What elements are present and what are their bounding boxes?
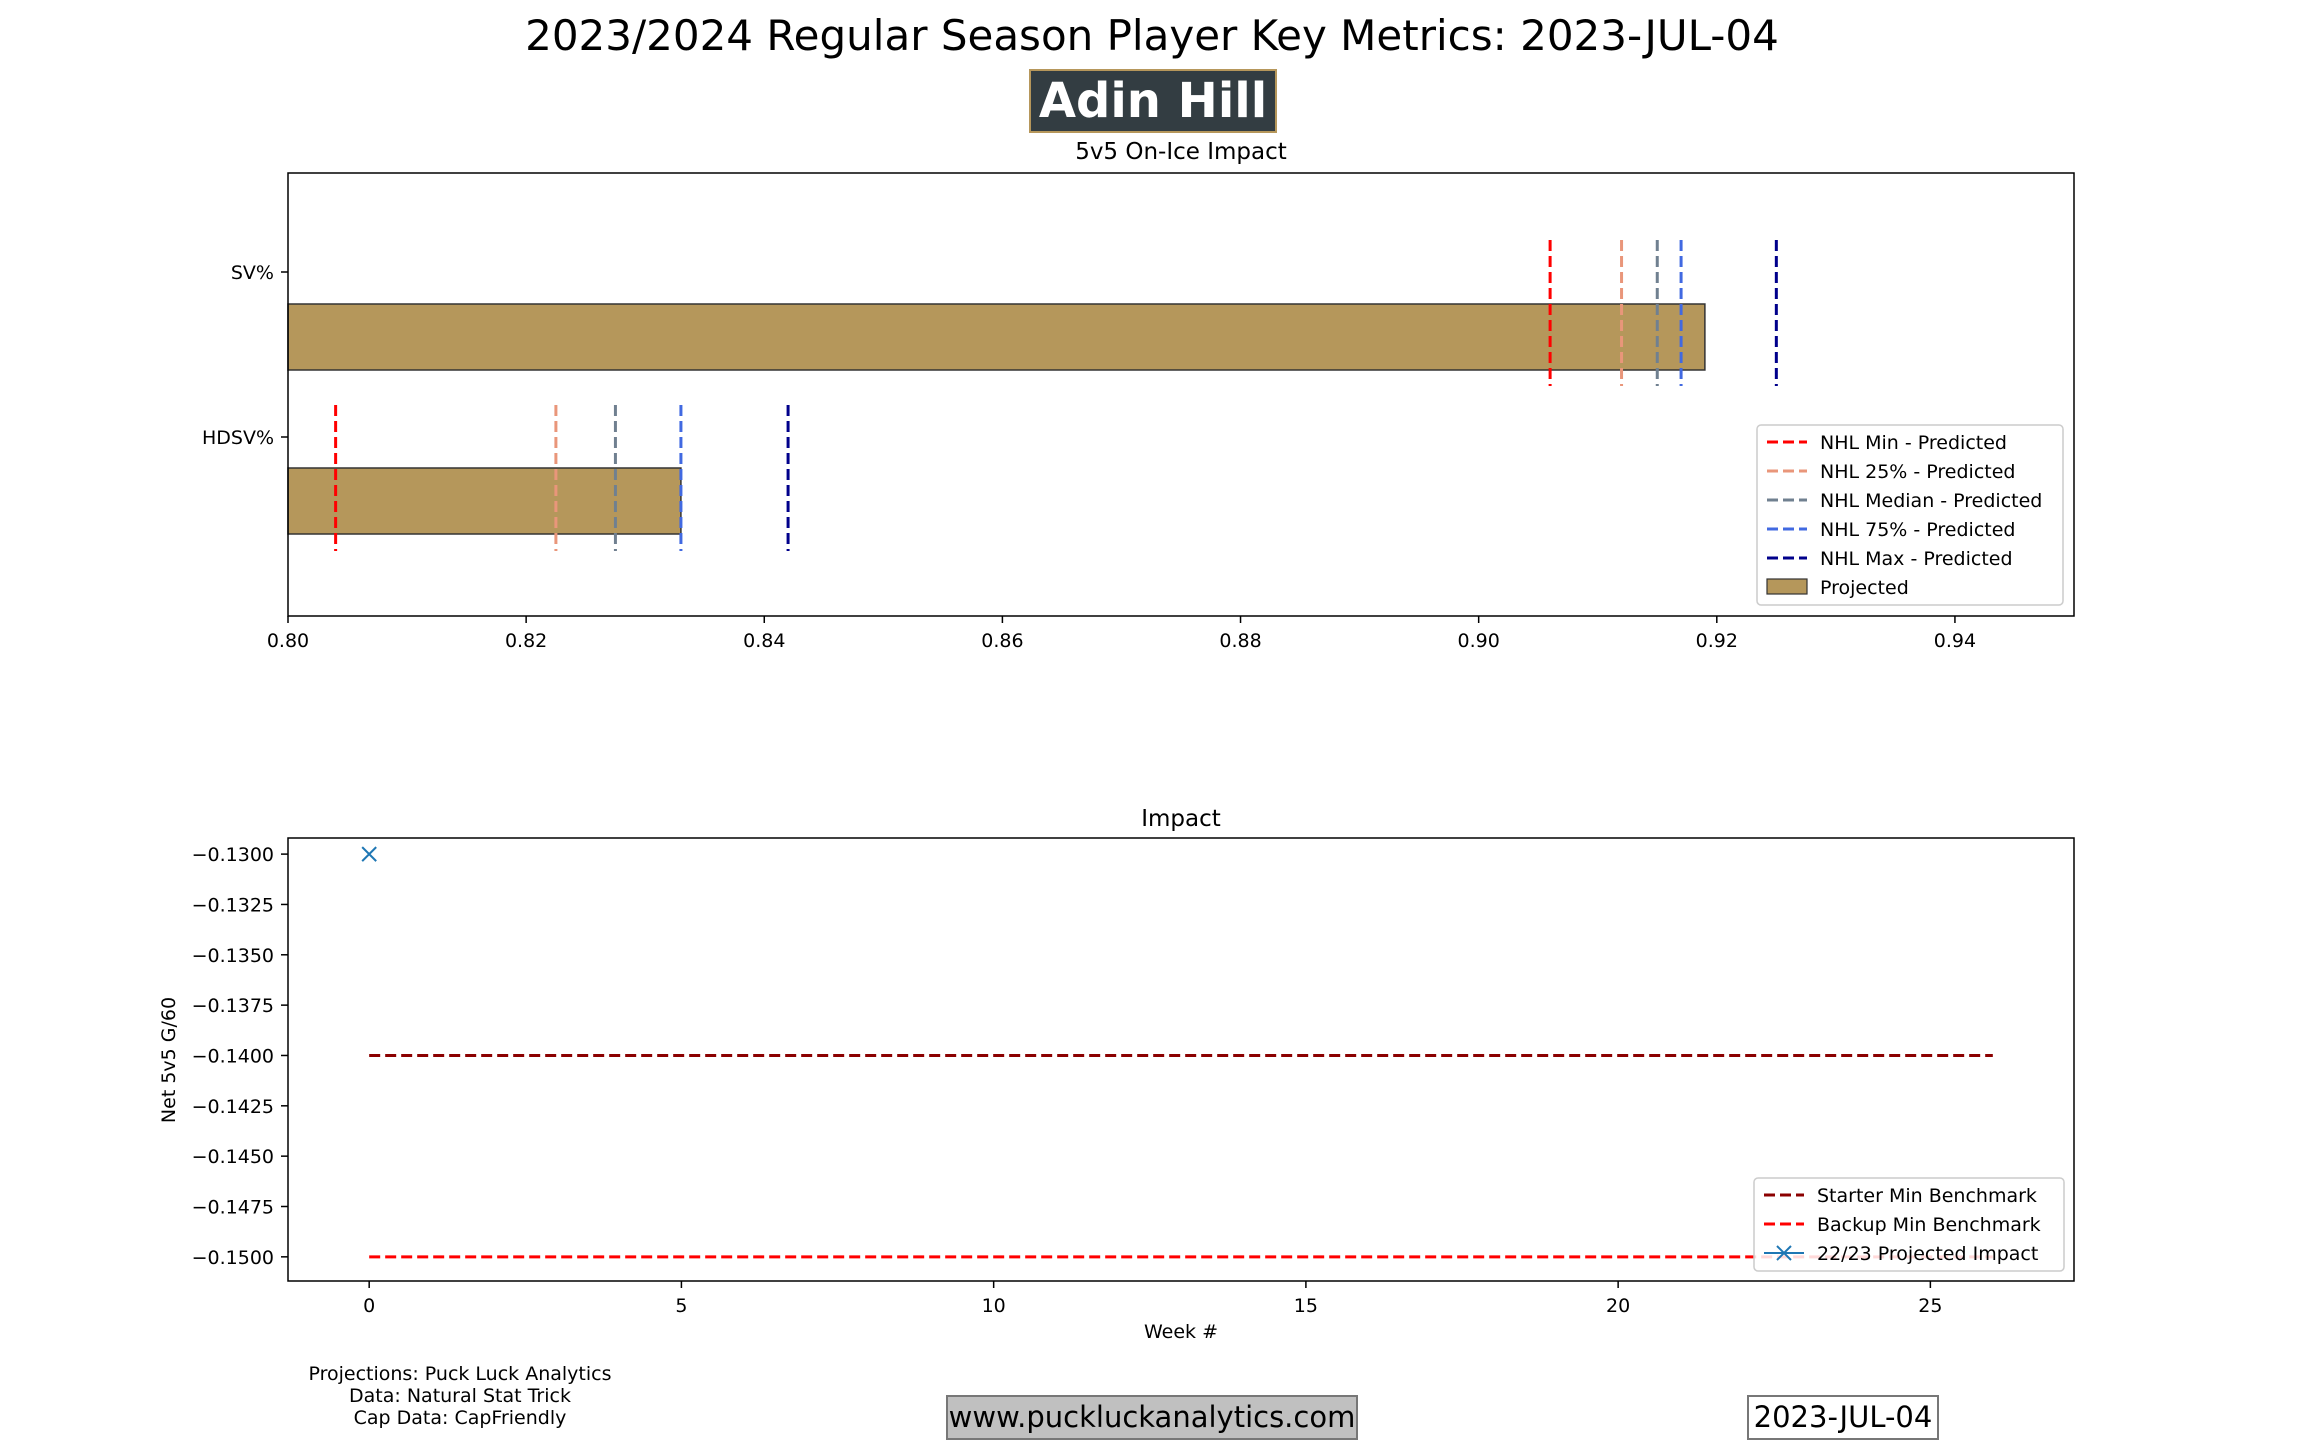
on-ice-impact-chart: 5v5 On-Ice Impact SV% HDSV% 0.80 0.82 0.84 0.8… (202, 139, 2075, 652)
bar-sv-pct (287, 303, 1706, 371)
y-tick-label: −0.1300 (192, 844, 274, 866)
plot-frame (287, 837, 2075, 1282)
website-label: www.puckluckanalytics.com (946, 1395, 1358, 1440)
x-axis-label: Week # (1144, 1321, 1218, 1343)
series-point (361, 846, 377, 862)
y-tick-label: −0.1425 (192, 1096, 274, 1118)
x-tick-label: 20 (1606, 1295, 1630, 1317)
credit-cap-data: Cap Data: CapFriendly (353, 1407, 567, 1429)
y-tick-label: −0.1400 (192, 1045, 274, 1067)
credit-data: Data: Natural Stat Trick (349, 1385, 571, 1407)
legend-label: NHL 75% - Predicted (1820, 519, 2015, 541)
y-tick-label: HDSV% (202, 427, 274, 449)
y-tick-label: −0.1450 (192, 1146, 274, 1168)
x-tick-label: 15 (1294, 1295, 1318, 1317)
player-name-badge: Adin Hill (1029, 69, 1277, 133)
y-tick-label: −0.1350 (192, 945, 274, 967)
legend-label: NHL Median - Predicted (1820, 490, 2042, 512)
x-tick-label: 0.90 (1458, 630, 1500, 652)
legend-box (1753, 1177, 2065, 1272)
x-tick-label: 25 (1918, 1295, 1942, 1317)
legend-box (1756, 424, 2064, 606)
x-tick-label: 0.94 (1934, 630, 1976, 652)
legend-label: Starter Min Benchmark (1817, 1185, 2037, 1207)
legend-swatch (1766, 578, 1808, 595)
x-tick-label: 0 (363, 1295, 375, 1317)
impact-chart: Impact −0.1300 −0.1325 −0.1350 −0.1375 −0.140… (158, 806, 2075, 1343)
x-tick-label: 0.84 (743, 630, 785, 652)
y-tick-label: SV% (231, 262, 274, 284)
x-tick-label: 0.86 (981, 630, 1023, 652)
y-tick-label: −0.1325 (192, 894, 274, 916)
legend-label: NHL 25% - Predicted (1820, 461, 2015, 483)
legend-label: NHL Min - Predicted (1820, 432, 2007, 454)
legend-marker (1776, 1245, 1792, 1261)
x-tick-label: 0.92 (1696, 630, 1738, 652)
credits-block: Projections: Puck Luck Analytics Data: N… (300, 1363, 620, 1429)
legend-label: NHL Max - Predicted (1820, 548, 2013, 570)
y-tick-label: −0.1375 (192, 995, 274, 1017)
x-tick-label: 10 (982, 1295, 1006, 1317)
legend-label: Backup Min Benchmark (1817, 1214, 2041, 1236)
x-tick-label: 0.82 (505, 630, 547, 652)
y-axis-label: Net 5v5 G/60 (158, 997, 180, 1123)
legend-label: Projected (1820, 577, 1909, 599)
x-tick-label: 5 (675, 1295, 687, 1317)
legend-label: 22/23 Projected Impact (1817, 1243, 2038, 1265)
date-label: 2023-JUL-04 (1747, 1395, 1939, 1440)
y-tick-label: −0.1500 (192, 1247, 274, 1269)
y-tick-label: −0.1475 (192, 1196, 274, 1218)
chart-title: 5v5 On-Ice Impact (1075, 139, 1287, 165)
x-tick-label: 0.88 (1219, 630, 1261, 652)
legend: Starter Min Benchmark Backup Min Benchmar… (1753, 1177, 2065, 1272)
x-tick-label: 0.80 (267, 630, 309, 652)
chart-title: Impact (1141, 806, 1221, 832)
credit-projections: Projections: Puck Luck Analytics (308, 1363, 612, 1385)
legend: NHL Min - Predicted NHL 25% - Predicted NH… (1756, 424, 2064, 606)
page-title: 2023/2024 Regular Season Player Key Metr… (525, 11, 1779, 60)
plot-frame (287, 172, 2075, 617)
